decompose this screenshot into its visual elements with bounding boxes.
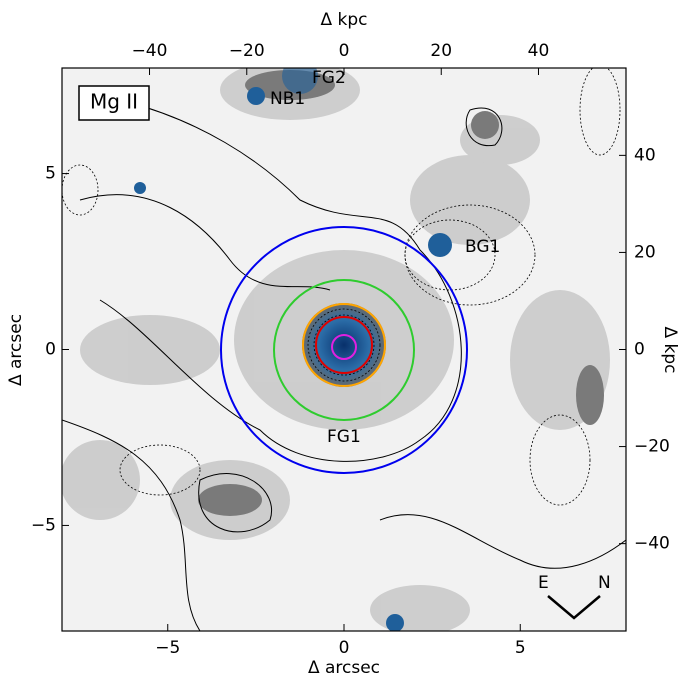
tick-label: 40 (634, 145, 656, 165)
tick-label: 20 (430, 41, 452, 61)
annotation: FG2 (312, 68, 346, 88)
tick-label: 0 (339, 41, 350, 61)
tick-label: −5 (31, 515, 56, 535)
annotation: E (538, 573, 549, 593)
x2-axis-label: Δ kpc (320, 10, 367, 30)
tick-label: 40 (528, 41, 550, 61)
tick-label: 5 (45, 164, 56, 184)
tick-label: 0 (339, 638, 350, 658)
annotation: BG1 (465, 237, 500, 257)
annotation: NB1 (270, 89, 305, 109)
panel-label: Mg II (90, 90, 138, 114)
y-axis-label: Δ arcsec (6, 314, 26, 386)
x-axis-label: Δ arcsec (308, 658, 380, 678)
image (62, 68, 626, 631)
tick-label: 20 (634, 242, 656, 262)
tick-label: 5 (515, 638, 526, 658)
tick-label: −20 (634, 437, 670, 457)
annotation: FG1 (327, 427, 361, 447)
tick-label: −20 (229, 41, 265, 61)
tick-label: 0 (634, 340, 645, 360)
tick-label: −40 (634, 534, 670, 554)
tick-label: 0 (45, 340, 56, 360)
tick-label: −40 (132, 41, 168, 61)
tick-label: −5 (155, 638, 180, 658)
y2-axis-label: Δ kpc (660, 326, 678, 373)
label-box (78, 85, 150, 121)
annotation: N (598, 573, 611, 593)
